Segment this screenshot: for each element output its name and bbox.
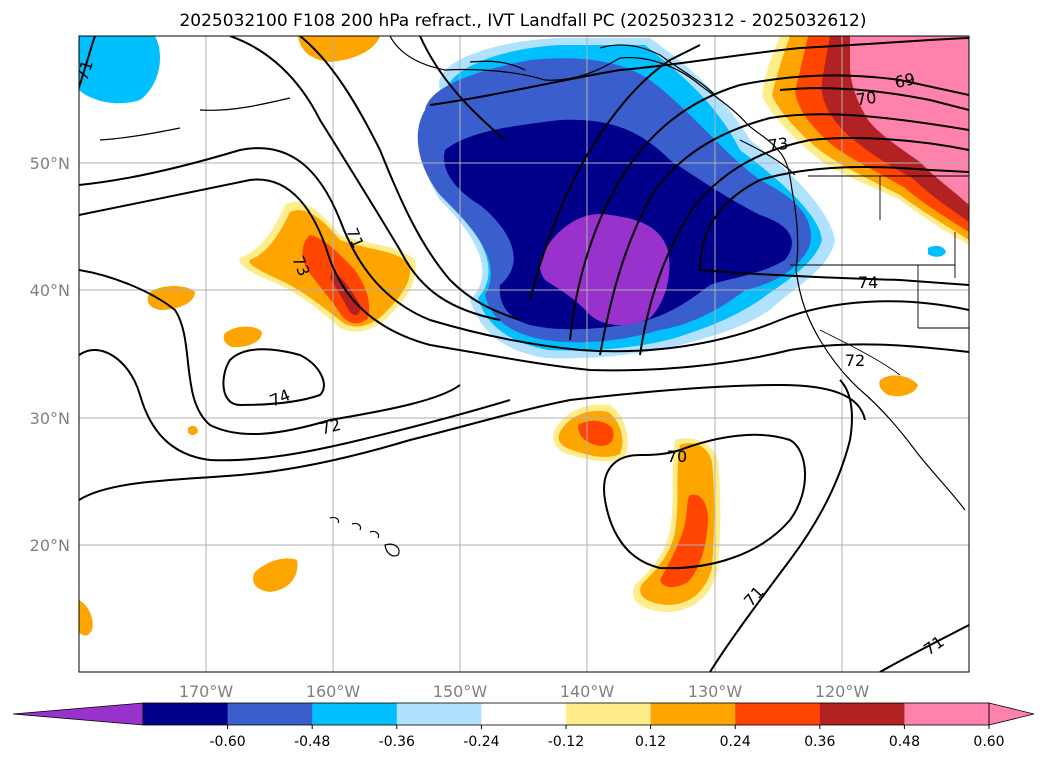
- positive-anomaly-central-darkred: [330, 270, 361, 316]
- lat-tick-20n: 20°N: [30, 536, 70, 555]
- colorbar-segment: [650, 703, 736, 725]
- positive-anomaly-spot-3: [253, 558, 298, 592]
- longitude-tick-labels: 170°W 160°W 150°W 140°W 130°W 120°W: [179, 682, 870, 701]
- colorbar-segment: [735, 703, 821, 725]
- state-borders: [790, 175, 969, 376]
- colorbar-extend-low: [12, 702, 144, 726]
- colorbar-tick-label: -0.60: [209, 734, 245, 750]
- plot-frame: [78, 35, 970, 673]
- contour-label-73-north: 73: [767, 134, 790, 156]
- colorbar-tick-labels: -0.60 -0.48 -0.36 -0.24 -0.12 0.12 0.24 0.36 0.4…: [209, 734, 1004, 750]
- colorbar: -0.60 -0.48 -0.36 -0.24 -0.12 0.12 0.24 0.36 0.4…: [12, 702, 1035, 750]
- colorbar-segment: [396, 703, 482, 725]
- latitude-tick-labels: 50°N 40°N 30°N 20°N: [30, 154, 70, 555]
- colorbar-segment: [904, 703, 990, 725]
- colorbar-extend-high: [988, 702, 1035, 726]
- shaded-field: [79, 36, 969, 636]
- colorbar-ticks: [227, 725, 990, 729]
- contour-label-70-north: 70: [855, 88, 878, 110]
- colorbar-tick-label: 0.60: [973, 734, 1004, 750]
- contour-label-74-east: 74: [858, 273, 878, 292]
- contour-label-72-west: 72: [318, 415, 343, 439]
- contour-label-69: 69: [893, 69, 917, 92]
- colorbar-segment: [566, 703, 652, 725]
- positive-anomaly-spot-7: [188, 425, 198, 435]
- contour-label-71-nw: 71: [73, 58, 97, 83]
- negative-anomaly-nw: [79, 36, 160, 104]
- gridlines: [79, 36, 969, 672]
- lon-tick-120w: 120°W: [815, 682, 870, 701]
- colorbar-tick-label: 0.36: [804, 734, 835, 750]
- lon-tick-170w: 170°W: [179, 682, 234, 701]
- negative-anomaly-small: [928, 245, 946, 257]
- lat-tick-30n: 30°N: [30, 409, 70, 428]
- refractivity-contours: [79, 36, 969, 672]
- colorbar-tick-label: 0.24: [720, 734, 751, 750]
- colorbar-tick-label: -0.48: [294, 734, 330, 750]
- positive-anomaly-spot-4: [79, 600, 93, 636]
- lat-tick-50n: 50°N: [30, 154, 70, 173]
- colorbar-segment: [227, 703, 313, 725]
- colorbar-segment: [481, 703, 567, 725]
- contour-label-72-east: 72: [845, 351, 865, 370]
- figure-title: 2025032100 F108 200 hPa refract., IVT La…: [179, 11, 866, 31]
- lon-tick-140w: 140°W: [560, 682, 615, 701]
- lon-tick-160w: 160°W: [306, 682, 361, 701]
- positive-anomaly-spot-6: [298, 36, 380, 62]
- negative-anomaly-purple: [539, 214, 670, 326]
- colorbar-segment: [819, 703, 905, 725]
- colorbar-segment: [312, 703, 398, 725]
- lat-tick-40n: 40°N: [30, 281, 70, 300]
- lon-tick-150w: 150°W: [433, 682, 488, 701]
- lon-tick-130w: 130°W: [688, 682, 743, 701]
- colorbar-segments: [12, 702, 1035, 726]
- positive-anomaly-spot-2: [223, 326, 262, 348]
- colorbar-tick-label: 0.48: [889, 734, 920, 750]
- positive-anomaly-spot-1: [147, 285, 195, 310]
- contour-label-70-south: 70: [667, 447, 687, 466]
- colorbar-tick-label: -0.36: [379, 734, 415, 750]
- colorbar-tick-label: 0.12: [635, 734, 666, 750]
- colorbar-tick-label: -0.12: [548, 734, 584, 750]
- positive-anomaly-spot-5: [879, 375, 918, 397]
- colorbar-tick-label: -0.24: [463, 734, 499, 750]
- positive-anomaly-south-red: [660, 494, 708, 588]
- colorbar-segment: [143, 703, 229, 725]
- map-plot-area: 71 73 71 74 72 70 71 71 69 70 73 74 72: [73, 36, 969, 672]
